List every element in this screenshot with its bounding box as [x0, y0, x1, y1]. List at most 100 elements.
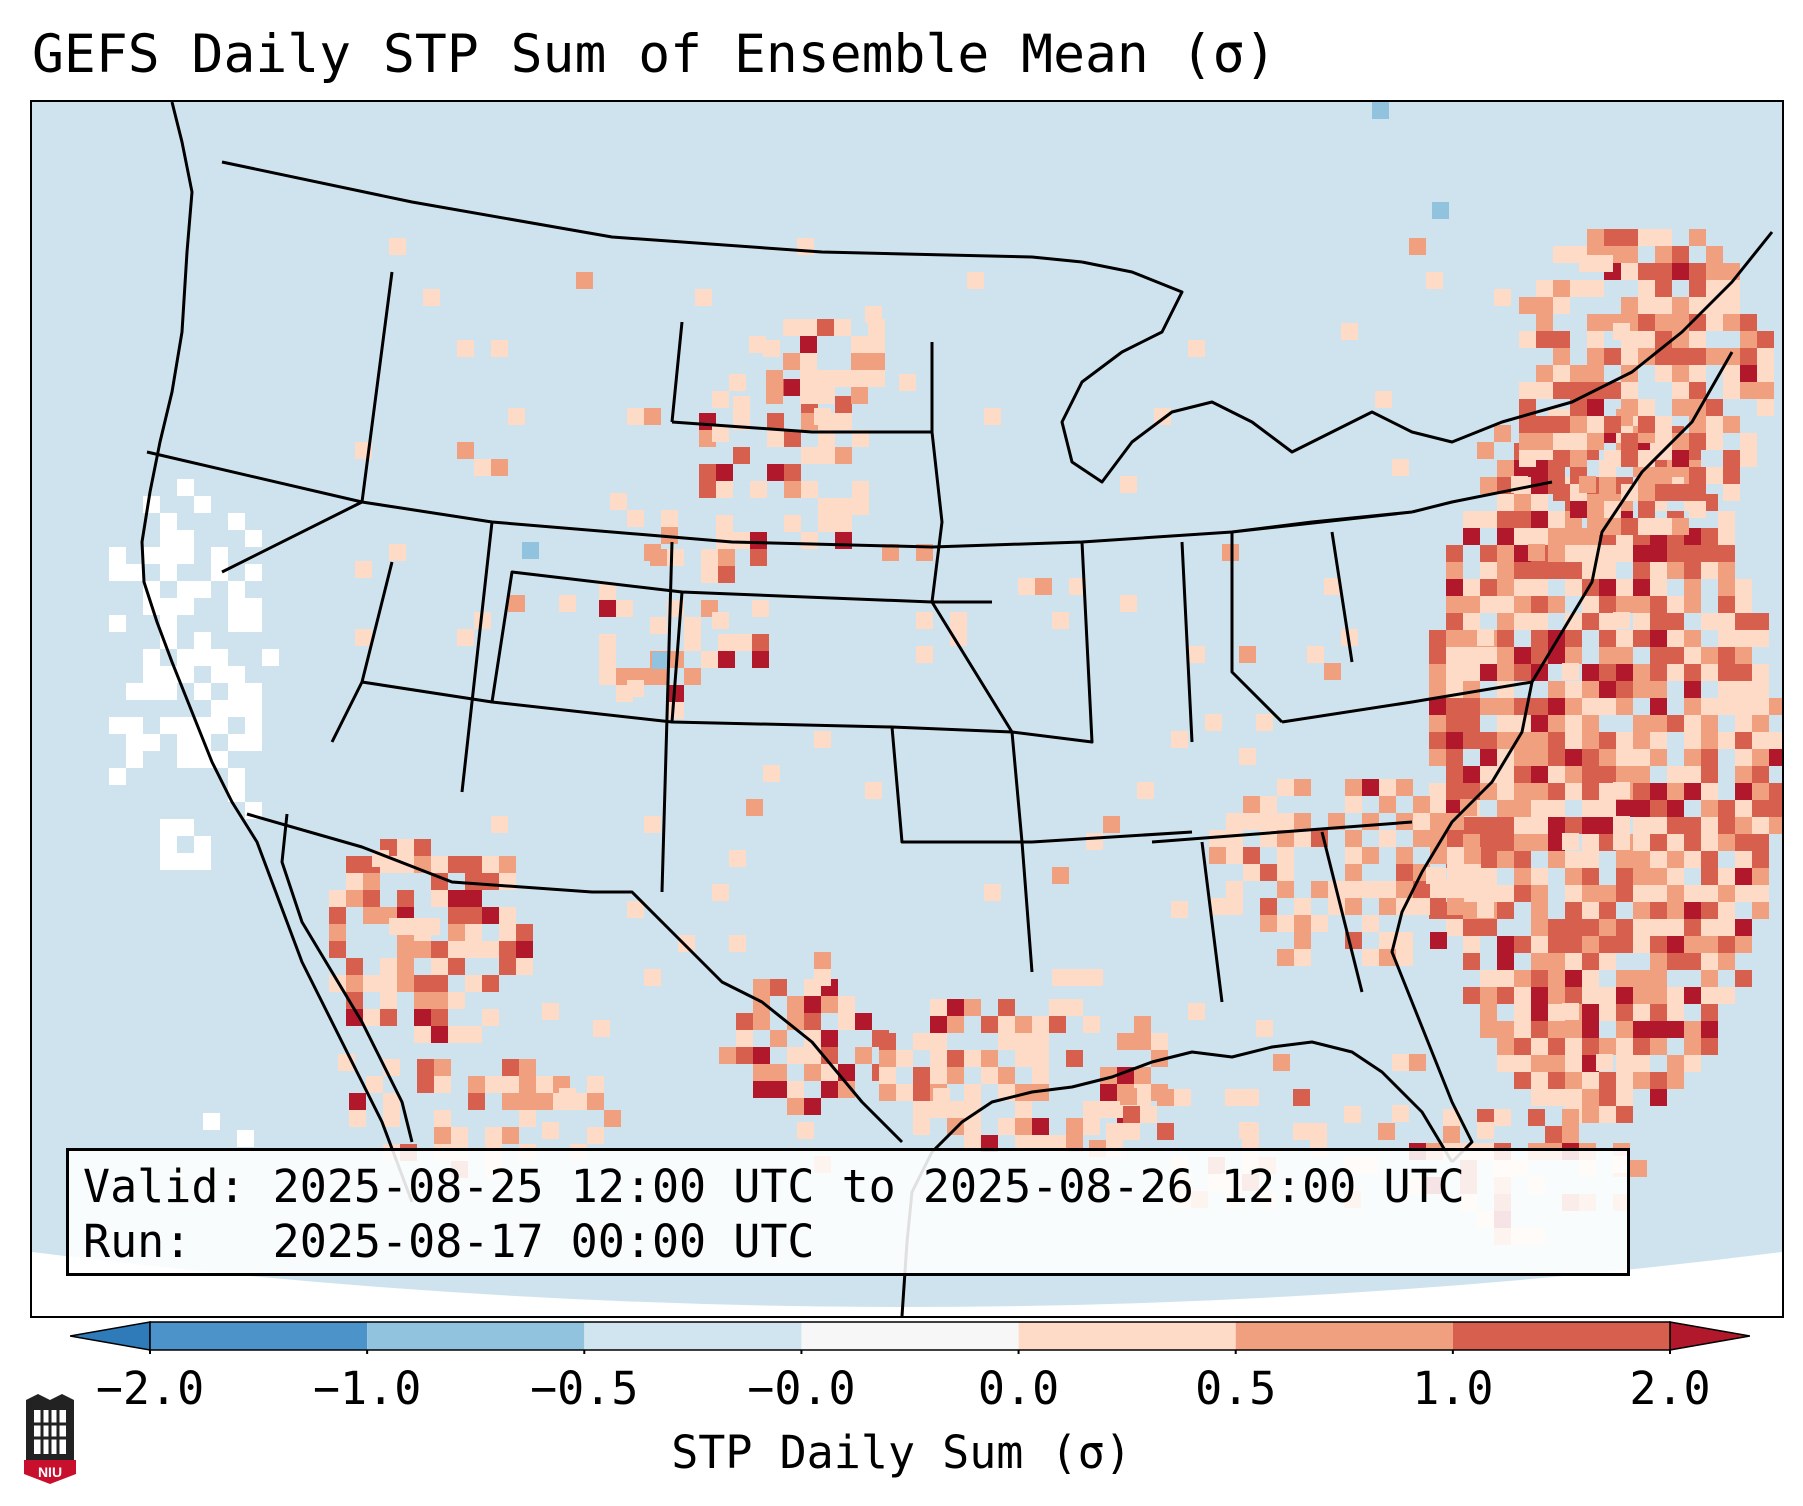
anomaly-cell	[1553, 382, 1570, 399]
anomaly-cell	[587, 1127, 604, 1144]
anomaly-cell	[1463, 579, 1480, 596]
anomaly-cell	[1684, 630, 1701, 647]
anomaly-cell	[1392, 459, 1409, 476]
anomaly-cell	[1604, 229, 1621, 246]
anomaly-cell	[1582, 681, 1599, 698]
anomaly-cell	[1553, 365, 1570, 382]
anomaly-cell	[729, 374, 746, 391]
anomaly-cell	[1616, 698, 1633, 715]
anomaly-cell	[1735, 579, 1752, 596]
anomaly-cell	[1480, 664, 1497, 681]
anomaly-cell	[1599, 1106, 1616, 1123]
anomaly-cell	[363, 1009, 380, 1026]
anomaly-cell	[1604, 382, 1621, 399]
anomaly-cell	[1514, 1004, 1531, 1021]
anomaly-cell	[1514, 987, 1531, 1004]
anomaly-cell	[1667, 1004, 1684, 1021]
anomaly-cell	[1531, 1072, 1548, 1089]
anomaly-cell	[1379, 898, 1396, 915]
anomaly-cell	[1570, 365, 1587, 382]
anomaly-cell	[1379, 830, 1396, 847]
anomaly-cell	[363, 975, 380, 992]
anomaly-cell	[1616, 868, 1633, 885]
anomaly-cell	[211, 717, 228, 734]
anomaly-cell	[1735, 596, 1752, 613]
anomaly-cell	[1582, 953, 1599, 970]
anomaly-cell	[1701, 783, 1718, 800]
canada-border	[221, 160, 1083, 264]
anomaly-cell	[1531, 1038, 1548, 1055]
anomaly-cell	[1621, 399, 1638, 416]
anomaly-cell	[177, 666, 194, 683]
anomaly-cell	[1514, 1072, 1531, 1089]
anomaly-cell	[1463, 715, 1480, 732]
anomaly-cell	[143, 547, 160, 564]
anomaly-cell	[981, 1016, 998, 1033]
colorbar-tick-label: −2.0	[95, 1362, 205, 1415]
anomaly-cell	[817, 387, 834, 404]
anomaly-cell	[1565, 885, 1582, 902]
anomaly-cell	[194, 581, 211, 598]
anomaly-cell	[1650, 664, 1667, 681]
anomaly-cell	[1429, 732, 1446, 749]
anomaly-cell	[1735, 715, 1752, 732]
anomaly-cell	[1123, 1106, 1140, 1123]
anomaly-cell	[1446, 647, 1463, 664]
anomaly-cell	[1497, 698, 1514, 715]
anomaly-cell	[1565, 749, 1582, 766]
anomaly-cell	[1650, 681, 1667, 698]
anomaly-cell	[1650, 562, 1667, 579]
anomaly-cell	[1226, 847, 1243, 864]
anomaly-cell	[1432, 202, 1449, 219]
anomaly-cell	[1633, 681, 1650, 698]
anomaly-cell	[1429, 800, 1446, 817]
anomaly-cell	[1446, 749, 1463, 766]
anomaly-cell	[1497, 664, 1514, 681]
anomaly-cell	[1120, 595, 1137, 612]
anomaly-cell	[1689, 314, 1706, 331]
anomaly-cell	[1134, 1033, 1151, 1050]
anomaly-cell	[1188, 1003, 1205, 1020]
anomaly-cell	[1477, 1109, 1494, 1126]
anomaly-cell	[1616, 545, 1633, 562]
anomaly-cell	[465, 975, 482, 992]
anomaly-cell	[1667, 987, 1684, 1004]
anomaly-cell	[804, 1098, 821, 1115]
anomaly-cell	[1752, 681, 1769, 698]
anomaly-cell	[1463, 630, 1480, 647]
anomaly-cell	[1718, 987, 1735, 1004]
anomaly-cell	[1650, 885, 1667, 902]
anomaly-cell	[211, 547, 228, 564]
anomaly-cell	[1497, 851, 1514, 868]
anomaly-cell	[1582, 613, 1599, 630]
anomaly-cell	[1480, 817, 1497, 834]
anomaly-cell	[1531, 732, 1548, 749]
anomaly-cell	[1446, 766, 1463, 783]
anomaly-cell	[835, 413, 852, 430]
anomaly-cell	[448, 941, 465, 958]
anomaly-cell	[1531, 902, 1548, 919]
anomaly-cell	[1650, 1072, 1667, 1089]
anomaly-cell	[1638, 280, 1655, 297]
anomaly-cell	[1718, 902, 1735, 919]
anomaly-cell	[1548, 1072, 1565, 1089]
anomaly-cell	[930, 1050, 947, 1067]
anomaly-cell	[1069, 969, 1086, 986]
anomaly-cell	[930, 1101, 947, 1118]
anomaly-cell	[930, 999, 947, 1016]
anomaly-cell	[262, 649, 279, 666]
anomaly-cell	[868, 353, 885, 370]
anomaly-cell	[228, 785, 245, 802]
anomaly-cell	[800, 387, 817, 404]
anomaly-cell	[1426, 867, 1443, 884]
anomaly-cell	[1494, 1109, 1511, 1126]
anomaly-cell	[1667, 664, 1684, 681]
anomaly-cell	[1548, 936, 1565, 953]
anomaly-cell	[1430, 932, 1447, 949]
anomaly-cell	[1599, 834, 1616, 851]
anomaly-cell	[1701, 953, 1718, 970]
anomaly-cell	[1587, 365, 1604, 382]
anomaly-cell	[838, 996, 855, 1013]
anomaly-cell	[1650, 970, 1667, 987]
anomaly-cell	[1684, 919, 1701, 936]
